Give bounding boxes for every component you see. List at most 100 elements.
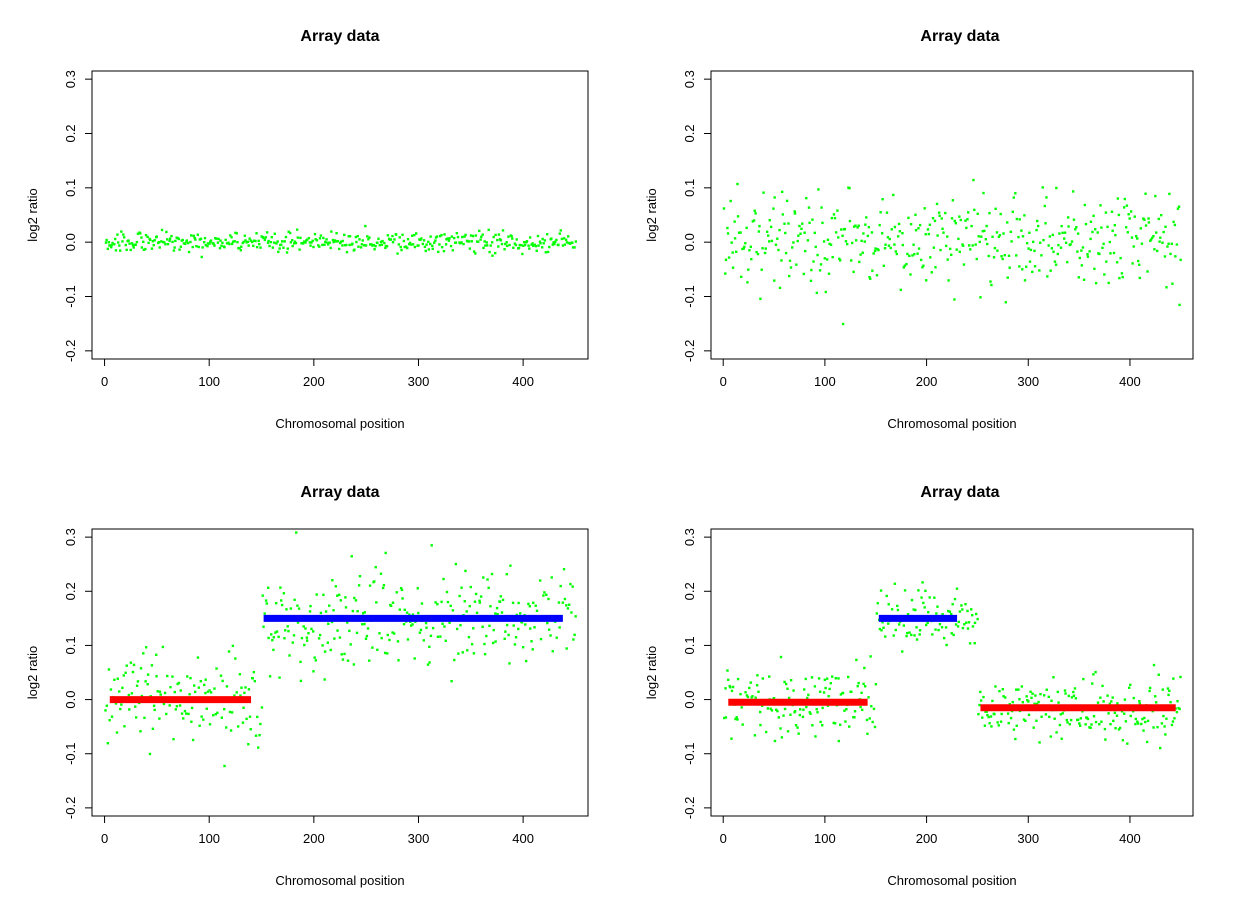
data-point <box>482 246 485 250</box>
data-point <box>278 247 281 250</box>
data-point <box>1153 248 1156 251</box>
data-point <box>503 248 506 251</box>
data-point <box>440 233 443 237</box>
data-point <box>1112 719 1115 723</box>
data-point <box>305 636 309 639</box>
data-point <box>1093 267 1096 271</box>
data-point <box>822 691 826 694</box>
data-point <box>766 234 770 237</box>
data-point <box>857 681 860 685</box>
data-point <box>244 239 247 242</box>
data-point <box>1065 718 1068 722</box>
data-point <box>393 238 396 241</box>
data-point <box>1149 239 1152 243</box>
data-point <box>431 244 434 248</box>
data-point <box>882 264 886 268</box>
data-point <box>749 681 752 684</box>
data-point <box>1007 721 1010 725</box>
data-point <box>150 247 154 250</box>
data-point <box>1128 217 1131 220</box>
data-point <box>503 637 506 641</box>
data-point <box>928 596 931 599</box>
data-point <box>881 198 884 201</box>
data-point <box>275 602 278 605</box>
data-point <box>384 246 387 250</box>
data-point <box>550 237 553 240</box>
data-point <box>1078 722 1081 725</box>
data-point <box>1116 197 1120 200</box>
data-point <box>505 241 508 244</box>
data-point <box>727 678 730 682</box>
data-point <box>817 677 821 680</box>
data-point <box>562 237 566 240</box>
data-point <box>267 586 270 589</box>
data-point <box>729 686 732 689</box>
data-point <box>289 241 293 244</box>
data-point <box>384 651 387 655</box>
data-point <box>1001 257 1004 261</box>
data-point <box>976 617 979 621</box>
data-point <box>219 674 223 677</box>
data-point <box>1131 262 1134 265</box>
data-point <box>971 244 974 247</box>
data-point <box>793 212 797 215</box>
data-point <box>772 696 776 700</box>
data-point <box>142 652 145 655</box>
data-point <box>263 612 266 615</box>
data-point <box>474 252 477 255</box>
data-point <box>778 228 781 232</box>
data-point <box>323 650 327 653</box>
data-point <box>259 246 262 249</box>
data-point <box>1171 282 1174 285</box>
data-point <box>1136 237 1139 240</box>
data-point <box>505 244 509 248</box>
data-point <box>1035 702 1039 706</box>
data-point <box>967 621 971 624</box>
data-point <box>794 724 798 727</box>
data-point <box>896 604 899 608</box>
data-point <box>313 232 317 236</box>
data-point <box>1002 695 1005 698</box>
data-point <box>290 238 294 242</box>
data-point <box>511 237 514 240</box>
data-point <box>1052 250 1055 253</box>
data-point <box>1022 718 1026 721</box>
data-point <box>313 656 316 659</box>
data-point <box>1179 258 1182 262</box>
data-point <box>805 705 808 709</box>
data-point <box>559 584 562 588</box>
data-point <box>966 627 970 630</box>
data-point <box>439 635 442 638</box>
data-point <box>335 232 338 235</box>
data-point <box>467 240 471 243</box>
data-point <box>173 690 177 694</box>
data-point <box>346 621 349 624</box>
data-point <box>317 637 321 640</box>
data-point <box>448 621 451 624</box>
data-point <box>1027 247 1030 250</box>
data-point <box>970 608 973 611</box>
data-point <box>200 255 203 259</box>
data-point <box>1069 243 1072 246</box>
data-point <box>406 638 410 641</box>
data-point <box>227 650 231 653</box>
data-point <box>485 634 488 638</box>
data-point <box>402 239 406 243</box>
data-point <box>1094 720 1098 724</box>
data-point <box>979 296 982 299</box>
data-point <box>1015 724 1018 727</box>
data-point <box>1121 275 1124 279</box>
data-point <box>1023 279 1027 282</box>
data-point <box>494 612 497 615</box>
data-point <box>505 572 508 576</box>
data-point <box>1106 225 1109 229</box>
data-point <box>296 621 300 624</box>
data-point <box>403 608 406 612</box>
data-point <box>379 240 383 244</box>
data-point <box>234 231 237 235</box>
data-point <box>1067 694 1070 698</box>
data-point <box>179 689 182 692</box>
data-point <box>483 652 487 656</box>
data-point <box>532 244 535 248</box>
data-point <box>844 240 848 243</box>
